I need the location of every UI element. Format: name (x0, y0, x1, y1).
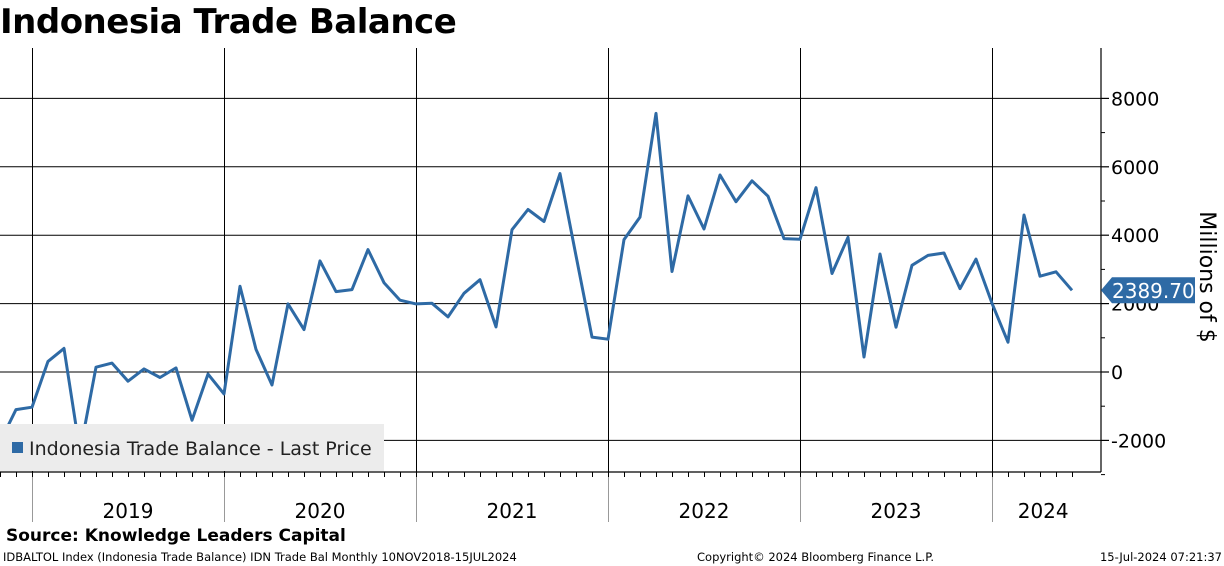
series-line-group (0, 111, 1074, 454)
source-line: Source: Knowledge Leaders Capital (6, 526, 346, 546)
series-line (0, 111, 1074, 454)
x-year-label: 2022 (679, 499, 730, 523)
x-year-label: 2020 (295, 499, 346, 523)
x-year-label: 2023 (871, 499, 922, 523)
footer-copyright: Copyright© 2024 Bloomberg Finance L.P. (697, 550, 934, 564)
page-title: Indonesia Trade Balance (0, 2, 457, 42)
legend-label: Indonesia Trade Balance - Last Price (29, 438, 372, 460)
x-axis: 2019 2020 2021 2022 2023 2024 (0, 471, 1101, 523)
y-tick-label: 4000 (1111, 225, 1159, 247)
last-value-badge (1101, 277, 1195, 304)
y-tick-label: -2000 (1111, 430, 1166, 452)
last-value-callout: 2389.70 (1101, 277, 1195, 304)
footer-timestamp: 15-Jul-2024 07:21:37 (1099, 550, 1222, 564)
x-year-label: 2021 (487, 499, 538, 523)
x-year-label: 2019 (103, 499, 154, 523)
legend: Indonesia Trade Balance - Last Price (0, 424, 384, 471)
legend-box (0, 424, 384, 471)
y-tick-label: 6000 (1111, 157, 1159, 179)
footer-ticker-info: IDBALTOL Index (Indonesia Trade Balance)… (3, 550, 517, 564)
legend-swatch (12, 442, 23, 453)
grid (0, 48, 1101, 472)
y-axis-label: Millions of $ (1194, 211, 1219, 342)
last-value-label: 2389.70 (1112, 279, 1195, 303)
y-tick-label: 8000 (1111, 88, 1159, 110)
x-year-label: 2024 (1018, 499, 1069, 523)
y-tick-label: 0 (1111, 362, 1123, 384)
